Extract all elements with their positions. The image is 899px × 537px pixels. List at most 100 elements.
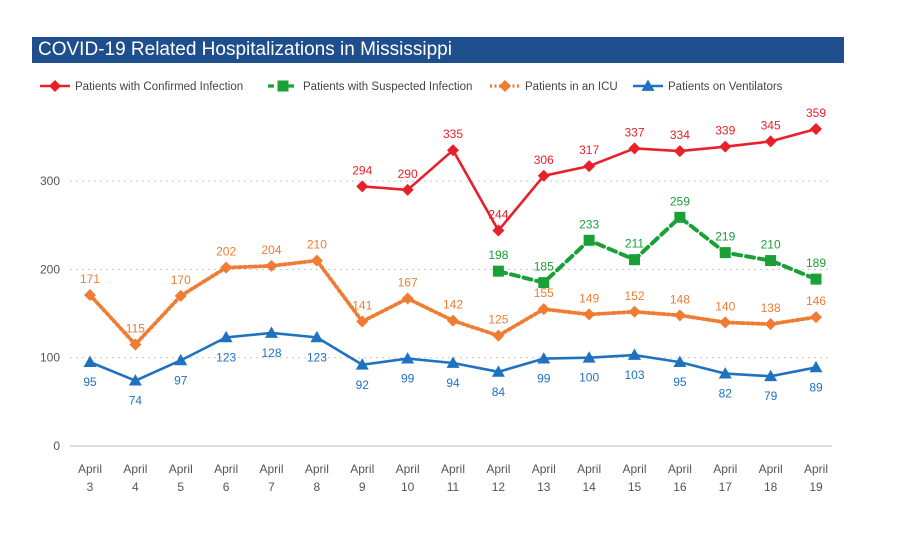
data-point <box>538 277 550 289</box>
data-label: 125 <box>488 313 508 327</box>
data-label: 294 <box>352 163 372 177</box>
data-label: 149 <box>579 291 599 305</box>
data-point <box>810 311 822 324</box>
data-label: 152 <box>624 289 644 303</box>
data-label: 345 <box>761 118 781 132</box>
data-label: 128 <box>261 346 281 360</box>
x-tick-label: 6 <box>223 480 230 494</box>
x-tick-label: 10 <box>401 480 415 494</box>
data-point <box>128 374 142 386</box>
x-tick-label: April <box>396 462 420 476</box>
data-label: 167 <box>398 276 418 290</box>
x-tick-label: 7 <box>268 480 275 494</box>
data-point <box>810 123 822 136</box>
y-axis: 0 100 200 300 <box>40 174 60 453</box>
data-point <box>491 365 505 377</box>
data-point <box>765 255 777 267</box>
series: 171 115 170 202 204 210 141 167 142 125 155 149 152 1… <box>80 238 826 351</box>
legend-label: Patients with Confirmed Infection <box>75 81 243 93</box>
chart-title: COVID-19 Related Hospitalizations in Mis… <box>32 37 844 63</box>
x-tick-label: 5 <box>177 480 184 494</box>
legend-label: Patients on Ventilators <box>668 81 783 93</box>
data-label: 202 <box>216 245 236 259</box>
data-point <box>265 326 278 338</box>
data-point <box>310 254 323 267</box>
legend-entry: Patients in an ICU <box>490 80 618 93</box>
x-tick-label: April <box>259 462 283 476</box>
data-point <box>582 351 596 363</box>
data-label: 92 <box>356 378 370 392</box>
data-label: 359 <box>806 106 826 120</box>
y-tick-label: 0 <box>53 439 60 453</box>
data-point <box>673 309 686 322</box>
data-label: 306 <box>534 153 554 167</box>
data-label: 244 <box>488 208 508 222</box>
data-point <box>810 273 822 285</box>
data-label: 141 <box>352 298 372 312</box>
x-tick-label: April <box>713 462 737 476</box>
data-point <box>628 348 641 360</box>
data-point <box>583 308 596 321</box>
data-point <box>673 355 687 367</box>
data-point <box>764 369 778 382</box>
data-point <box>219 330 233 343</box>
data-point <box>764 135 777 148</box>
legend-label: Patients with Suspected Infection <box>303 81 472 93</box>
data-point <box>446 356 460 368</box>
data-point <box>447 314 459 327</box>
x-tick-label: 11 <box>447 480 460 494</box>
x-tick-label: April <box>123 462 147 476</box>
data-point <box>356 180 369 193</box>
data-label: 82 <box>719 387 733 401</box>
data-label: 290 <box>398 167 418 181</box>
x-tick-label: 14 <box>582 480 596 494</box>
data-label: 155 <box>534 286 554 300</box>
grid-lines <box>70 180 832 447</box>
data-point <box>718 367 732 379</box>
x-tick-label: 16 <box>673 480 687 494</box>
data-point <box>809 360 823 373</box>
data-point <box>492 329 505 342</box>
data-label: 95 <box>83 375 97 389</box>
data-point <box>629 254 640 266</box>
legend-entry: Patients with Confirmed Infection <box>40 80 243 93</box>
data-point <box>447 144 459 157</box>
data-label: 140 <box>715 299 735 313</box>
legend-marker <box>49 80 61 92</box>
x-tick-label: 18 <box>764 480 778 494</box>
x-tick-label: April <box>668 462 692 476</box>
x-tick-label: April <box>214 462 238 476</box>
x-tick-label: April <box>622 462 646 476</box>
data-point <box>174 353 188 366</box>
data-point <box>84 289 96 302</box>
x-tick-label: April <box>486 462 510 476</box>
legend: Patients with Confirmed Infection Patient… <box>40 79 783 93</box>
data-point <box>674 211 686 223</box>
data-point <box>537 169 550 182</box>
data-label: 97 <box>174 373 188 387</box>
data-label: 171 <box>80 272 100 286</box>
data-point <box>83 355 97 367</box>
data-label: 89 <box>809 380 823 394</box>
data-point <box>265 259 278 272</box>
y-tick-label: 100 <box>40 351 60 365</box>
data-point <box>583 234 595 246</box>
series: 294 290 335 244 306 317 337 334 339 345 359 <box>352 106 826 237</box>
series-lines: 294 290 335 244 306 317 337 334 339 345 359 198 185 2… <box>80 106 826 408</box>
data-label: 123 <box>216 350 236 364</box>
x-tick-label: April <box>78 462 102 476</box>
data-label: 233 <box>579 217 599 231</box>
data-label: 170 <box>171 273 191 287</box>
legend-entry: Patients on Ventilators <box>633 79 783 93</box>
data-label: 185 <box>534 260 554 274</box>
data-point <box>129 338 142 351</box>
data-point <box>719 247 731 259</box>
x-tick-label: April <box>759 462 783 476</box>
legend-marker <box>277 80 289 92</box>
y-tick-label: 300 <box>40 174 60 188</box>
x-tick-label: 4 <box>132 480 139 494</box>
data-label: 339 <box>715 124 735 138</box>
data-label: 189 <box>806 256 826 270</box>
series: 198 185 233 211 259 219 210 189 <box>488 194 826 289</box>
